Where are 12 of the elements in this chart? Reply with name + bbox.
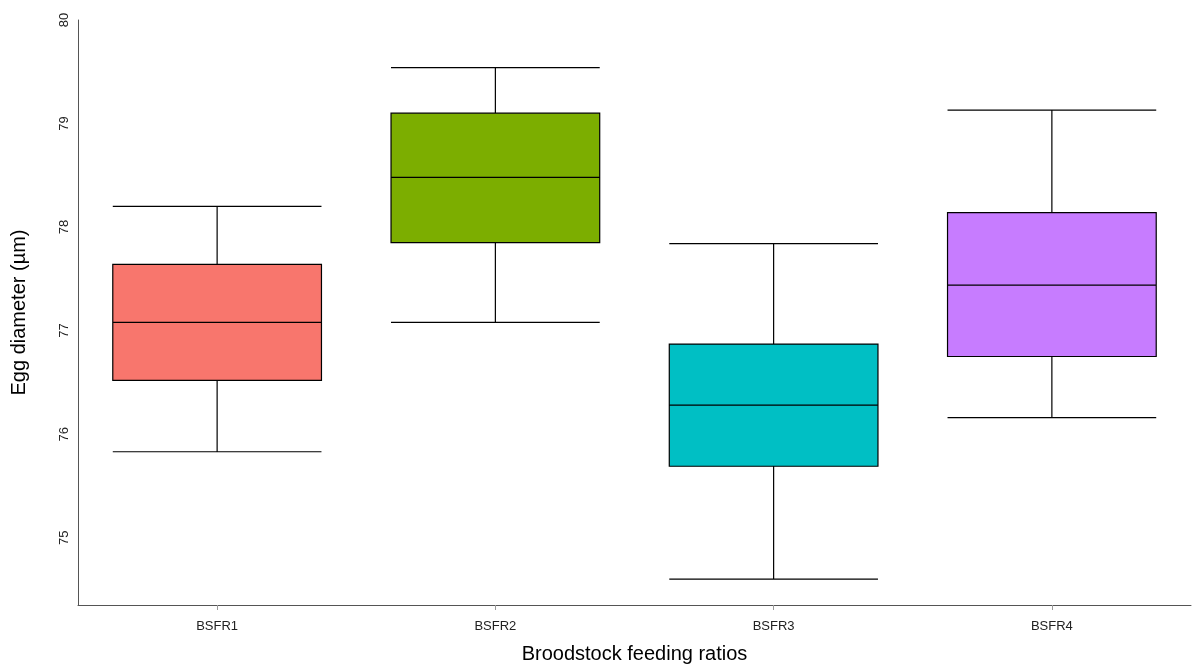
x-tick-label: BSFR4: [1030, 618, 1073, 633]
y-tick-label: 80: [56, 12, 71, 28]
x-tick-label: BSFR2: [474, 618, 517, 633]
y-tick-label: 75: [56, 530, 71, 545]
y-tick-label: 79: [56, 116, 71, 131]
y-tick-label: 77: [56, 323, 71, 338]
y-tick-label: 76: [56, 426, 71, 442]
x-tick-label: BSFR3: [752, 618, 795, 633]
x-tick-label: BSFR1: [196, 618, 239, 633]
x-axis-title: Broodstock feeding ratios: [521, 642, 748, 664]
y-axis-title: Egg diameter (µm): [7, 229, 29, 396]
y-tick-label: 78: [56, 219, 71, 235]
